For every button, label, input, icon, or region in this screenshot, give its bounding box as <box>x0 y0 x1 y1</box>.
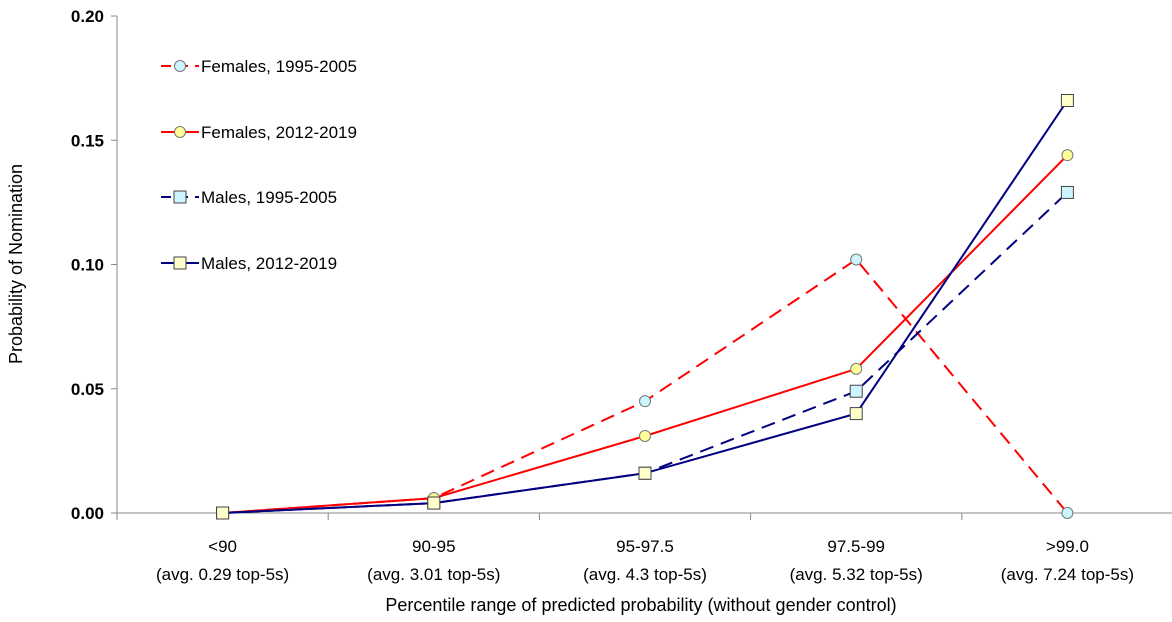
series-line-2 <box>222 154 1069 514</box>
data-point-s1 <box>850 253 863 266</box>
legend-marker-4 <box>173 256 187 270</box>
y-tick-label: 0.05 <box>71 380 104 399</box>
data-point-s1 <box>1061 507 1074 519</box>
series-lines <box>222 99 1069 514</box>
y-tick-label: 0.00 <box>71 504 104 523</box>
data-point-s3 <box>1060 185 1074 199</box>
data-point-s2 <box>850 362 863 375</box>
legend-marker-1 <box>174 60 186 72</box>
x-tick-sublabel: (avg. 3.01 top-5s) <box>367 565 500 584</box>
data-point-s4 <box>1060 93 1074 107</box>
y-tick-label: 0.20 <box>71 7 104 26</box>
x-tick-label: 95-97.5 <box>616 537 674 556</box>
legend-label-4: Males, 2012-2019 <box>201 254 337 273</box>
legend-marker-2 <box>174 126 186 138</box>
legend-label-1: Females, 1995-2005 <box>201 57 357 76</box>
x-tick-label: 90-95 <box>412 537 455 556</box>
data-point-s3 <box>849 384 863 398</box>
x-tick-label: 97.5-99 <box>827 537 885 556</box>
y-tick-label: 0.10 <box>71 256 104 275</box>
x-tick-sublabel: (avg. 7.24 top-5s) <box>1001 565 1134 584</box>
y-tick-label: 0.15 <box>71 131 104 150</box>
x-tick-sublabel: (avg. 0.29 top-5s) <box>156 565 289 584</box>
y-axis-title: Probability of Nomination <box>6 164 26 364</box>
legend: Females, 1995-2005 Females, 2012-2019 Male… <box>161 57 357 273</box>
x-axis-title: Percentile range of predicted probabilit… <box>385 595 896 615</box>
x-tick-sublabel: (avg. 5.32 top-5s) <box>790 565 923 584</box>
data-point-s2 <box>1061 149 1074 162</box>
series-line-4 <box>222 99 1069 514</box>
data-point-s4 <box>638 466 652 480</box>
axes: 0.00 0.05 0.10 0.15 0.20 <90 (avg. 0.29 top-5s… <box>71 7 1172 584</box>
data-point-s4 <box>849 407 863 421</box>
x-tick-label: <90 <box>208 537 237 556</box>
x-tick-sublabel: (avg. 4.3 top-5s) <box>583 565 707 584</box>
data-point-s4 <box>216 506 230 520</box>
data-point-s4 <box>427 496 441 510</box>
series-markers <box>216 93 1074 520</box>
x-tick-label: >99.0 <box>1046 537 1089 556</box>
data-point-s2 <box>639 429 651 442</box>
legend-label-3: Males, 1995-2005 <box>201 188 337 207</box>
legend-label-2: Females, 2012-2019 <box>201 123 357 142</box>
series-line-3 <box>222 191 1069 514</box>
data-point-s1 <box>639 395 651 408</box>
legend-marker-3 <box>173 190 187 204</box>
